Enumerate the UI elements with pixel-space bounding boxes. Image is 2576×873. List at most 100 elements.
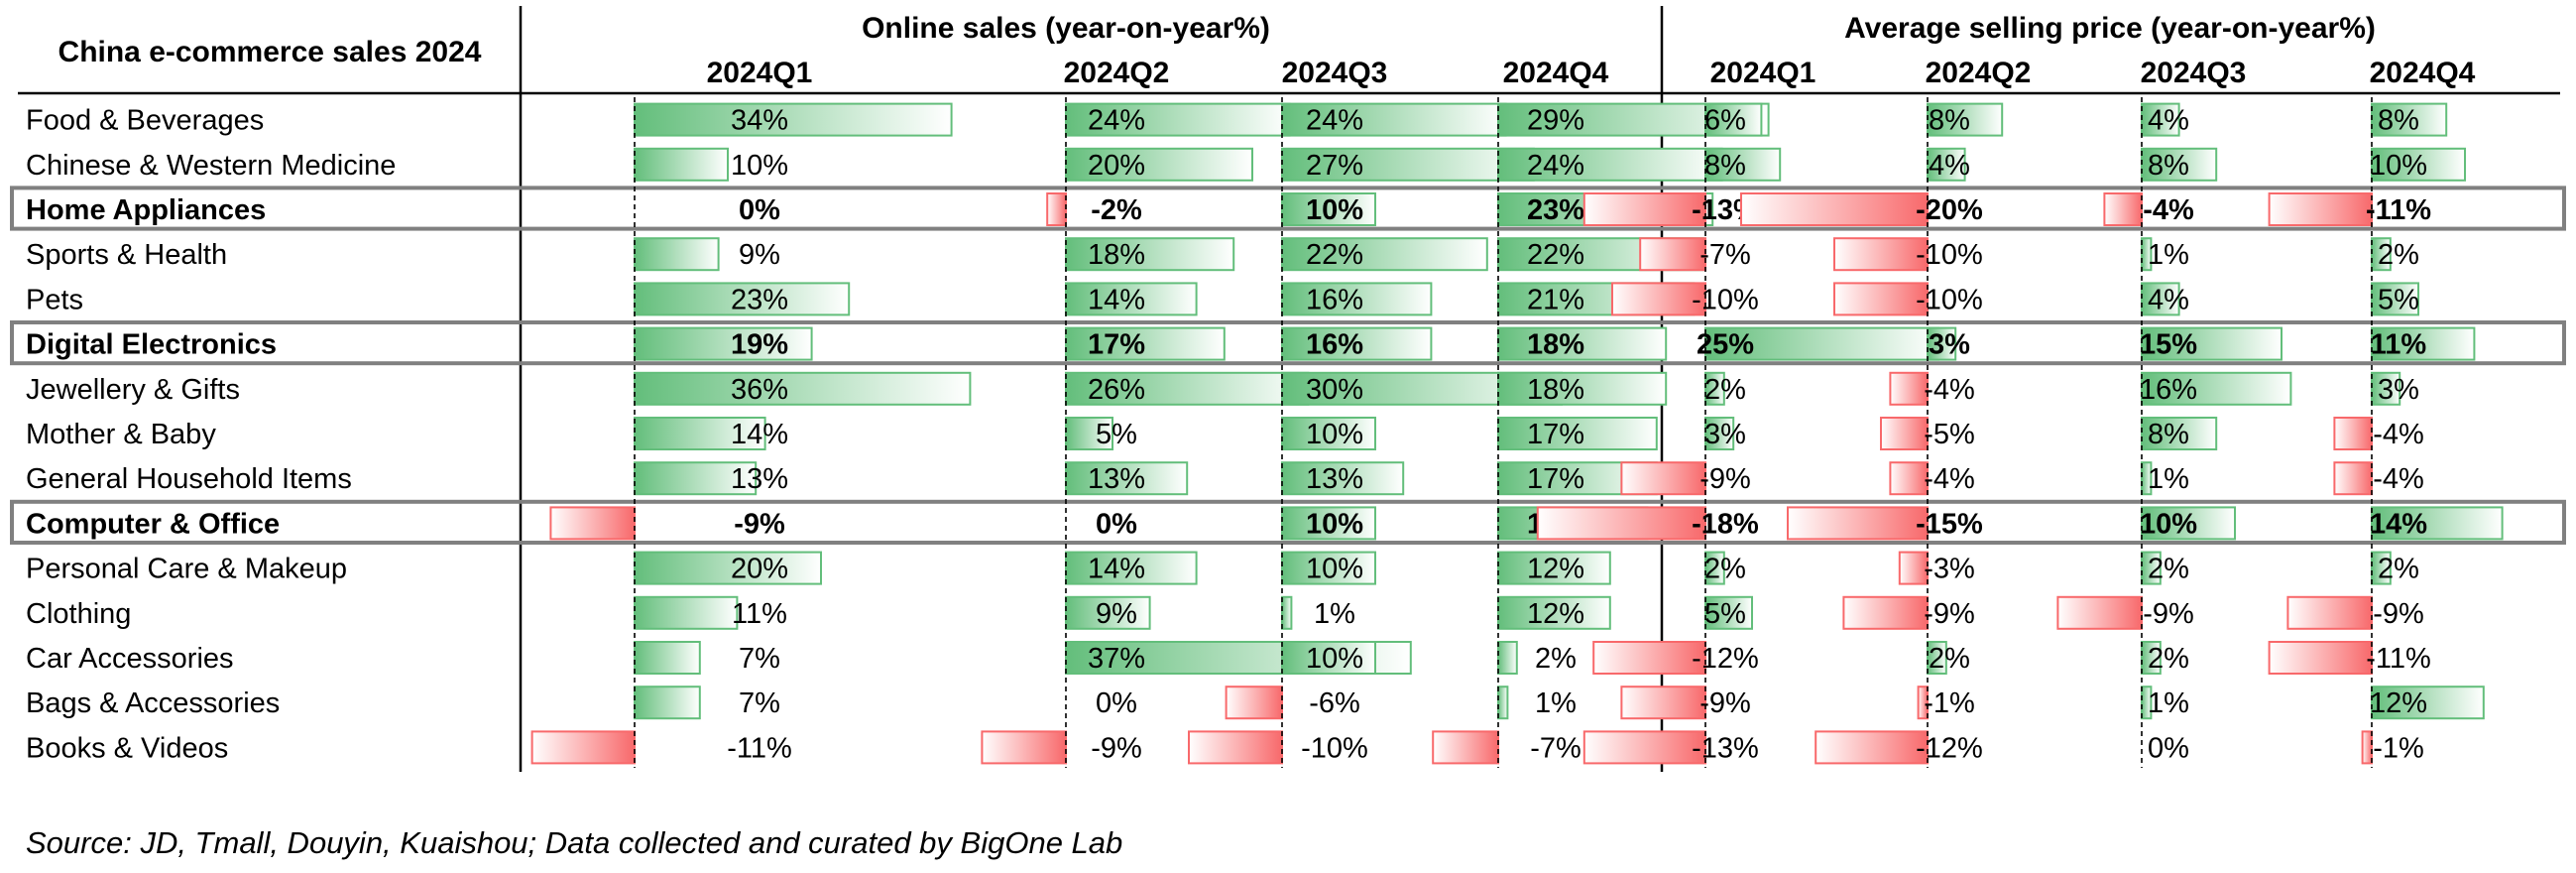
sales-bar bbox=[634, 641, 701, 675]
price-bar bbox=[2141, 461, 2153, 496]
sales-bar bbox=[634, 237, 720, 272]
sales-value-label: 12% bbox=[1527, 598, 1584, 630]
sales-value-label: 18% bbox=[1527, 329, 1584, 361]
sales-bar bbox=[981, 730, 1068, 765]
price-value-label: 5% bbox=[2378, 284, 2419, 315]
price-bar bbox=[1704, 551, 1725, 585]
price-value-label: 2% bbox=[2378, 554, 2419, 585]
price-value-label: -12% bbox=[1916, 732, 1983, 764]
price-bar bbox=[2371, 237, 2392, 272]
sales-value-label: 1% bbox=[1535, 687, 1577, 719]
price-value-label: 4% bbox=[2148, 284, 2189, 315]
price-bar bbox=[1740, 192, 1929, 226]
sales-value-label: 24% bbox=[1306, 105, 1363, 137]
price-bar bbox=[1833, 282, 1929, 316]
price-value-label: -9% bbox=[2373, 598, 2424, 630]
price-value-label: 2% bbox=[1929, 643, 1970, 675]
category-label: Personal Care & Makeup bbox=[26, 554, 347, 585]
sales-bar bbox=[634, 371, 972, 406]
price-value-label: 8% bbox=[2378, 105, 2419, 137]
price-value-label: -10% bbox=[1916, 239, 1983, 271]
sales-value-label: -2% bbox=[1091, 194, 1142, 226]
sales-bar bbox=[1281, 595, 1293, 630]
price-value-label: 2% bbox=[2148, 643, 2189, 675]
sales-value-label: 23% bbox=[731, 284, 788, 315]
sales-value-label: 20% bbox=[731, 554, 788, 585]
price-bar bbox=[2333, 417, 2373, 450]
sales-value-label: 14% bbox=[1088, 284, 1145, 315]
price-bar bbox=[2371, 371, 2401, 406]
sales-bar bbox=[1497, 641, 1518, 675]
price-value-label: 3% bbox=[2378, 374, 2419, 406]
sales-value-label: 9% bbox=[1096, 598, 1137, 630]
highlight-row-outline bbox=[10, 320, 2566, 366]
source-footer: Source: JD, Tmall, Douyin, Kuaishou; Dat… bbox=[26, 825, 1123, 860]
price-column-header-2024q3: 2024Q3 bbox=[2141, 57, 2247, 89]
price-column-header-2024q1: 2024Q1 bbox=[1710, 57, 1816, 89]
sales-bar bbox=[1065, 595, 1151, 630]
sales-value-label: 36% bbox=[731, 374, 788, 406]
price-value-label: -10% bbox=[1916, 284, 1983, 315]
price-value-label: -9% bbox=[2143, 598, 2194, 630]
price-value-label: -9% bbox=[1699, 687, 1751, 719]
price-bar bbox=[1704, 371, 1725, 406]
category-label: Home Appliances bbox=[26, 194, 266, 226]
sales-bar bbox=[1065, 282, 1198, 316]
price-bar bbox=[1787, 506, 1929, 541]
sales-bar bbox=[549, 506, 637, 541]
sales-value-label: 2% bbox=[1535, 643, 1577, 675]
sales-bar bbox=[1188, 730, 1283, 765]
sales-value-label: 24% bbox=[1527, 150, 1584, 182]
price-value-label: 10% bbox=[2140, 508, 2197, 540]
sales-value-label: 10% bbox=[1306, 508, 1363, 540]
price-bar bbox=[2371, 551, 2392, 585]
price-value-label: -4% bbox=[2143, 194, 2194, 226]
price-value-label: 3% bbox=[1704, 419, 1746, 450]
price-value-label: -5% bbox=[1924, 419, 1975, 450]
sales-bar bbox=[634, 282, 851, 316]
price-bar bbox=[2371, 686, 2485, 720]
category-label: Jewellery & Gifts bbox=[26, 374, 240, 406]
price-value-label: -4% bbox=[1924, 463, 1975, 495]
category-label: Chinese & Western Medicine bbox=[26, 150, 396, 182]
price-value-label: -20% bbox=[1916, 194, 1983, 226]
sales-bar bbox=[634, 551, 822, 585]
price-value-label: 15% bbox=[2140, 329, 2197, 361]
price-bar bbox=[1536, 506, 1707, 541]
price-value-label: 6% bbox=[1704, 105, 1746, 137]
sales-value-label: -7% bbox=[1530, 732, 1581, 764]
price-value-label: 0% bbox=[2148, 732, 2189, 764]
sales-value-label: 12% bbox=[1527, 554, 1584, 585]
sales-bar bbox=[634, 461, 758, 496]
price-value-label: -4% bbox=[2373, 463, 2424, 495]
price-bar bbox=[1582, 730, 1707, 765]
price-bar bbox=[2371, 282, 2419, 316]
price-bar bbox=[2141, 686, 2153, 720]
sales-value-label: 17% bbox=[1527, 419, 1584, 450]
price-bar bbox=[2141, 417, 2218, 450]
price-column-header-2024q2: 2024Q2 bbox=[1926, 57, 2032, 89]
sales-bar bbox=[1065, 551, 1198, 585]
price-value-label: 2% bbox=[1704, 554, 1746, 585]
sales-bar bbox=[634, 417, 766, 450]
category-label: Mother & Baby bbox=[26, 419, 216, 450]
sales-bar bbox=[1065, 237, 1235, 272]
sales-bar bbox=[1281, 102, 1507, 137]
sales-value-label: -11% bbox=[727, 732, 792, 764]
sales-bar bbox=[634, 686, 701, 720]
price-value-label: -3% bbox=[1924, 554, 1975, 585]
price-value-label: 1% bbox=[2148, 687, 2189, 719]
sales-bar bbox=[634, 102, 953, 137]
sales-value-label: 14% bbox=[731, 419, 788, 450]
highlight-row-outline bbox=[10, 186, 2566, 231]
sales-bar bbox=[1225, 686, 1283, 720]
price-value-label: 3% bbox=[1929, 329, 1970, 361]
sales-column-header-2024q4: 2024Q4 bbox=[1503, 57, 1609, 89]
price-value-label: 8% bbox=[1929, 105, 1970, 137]
table-title: China e-commerce sales 2024 bbox=[59, 36, 482, 68]
sales-value-label: 20% bbox=[1088, 150, 1145, 182]
price-value-label: 14% bbox=[2370, 508, 2427, 540]
price-bar bbox=[1704, 595, 1753, 630]
sales-value-label: 10% bbox=[1306, 643, 1363, 675]
sales-value-label: 17% bbox=[1088, 329, 1145, 361]
